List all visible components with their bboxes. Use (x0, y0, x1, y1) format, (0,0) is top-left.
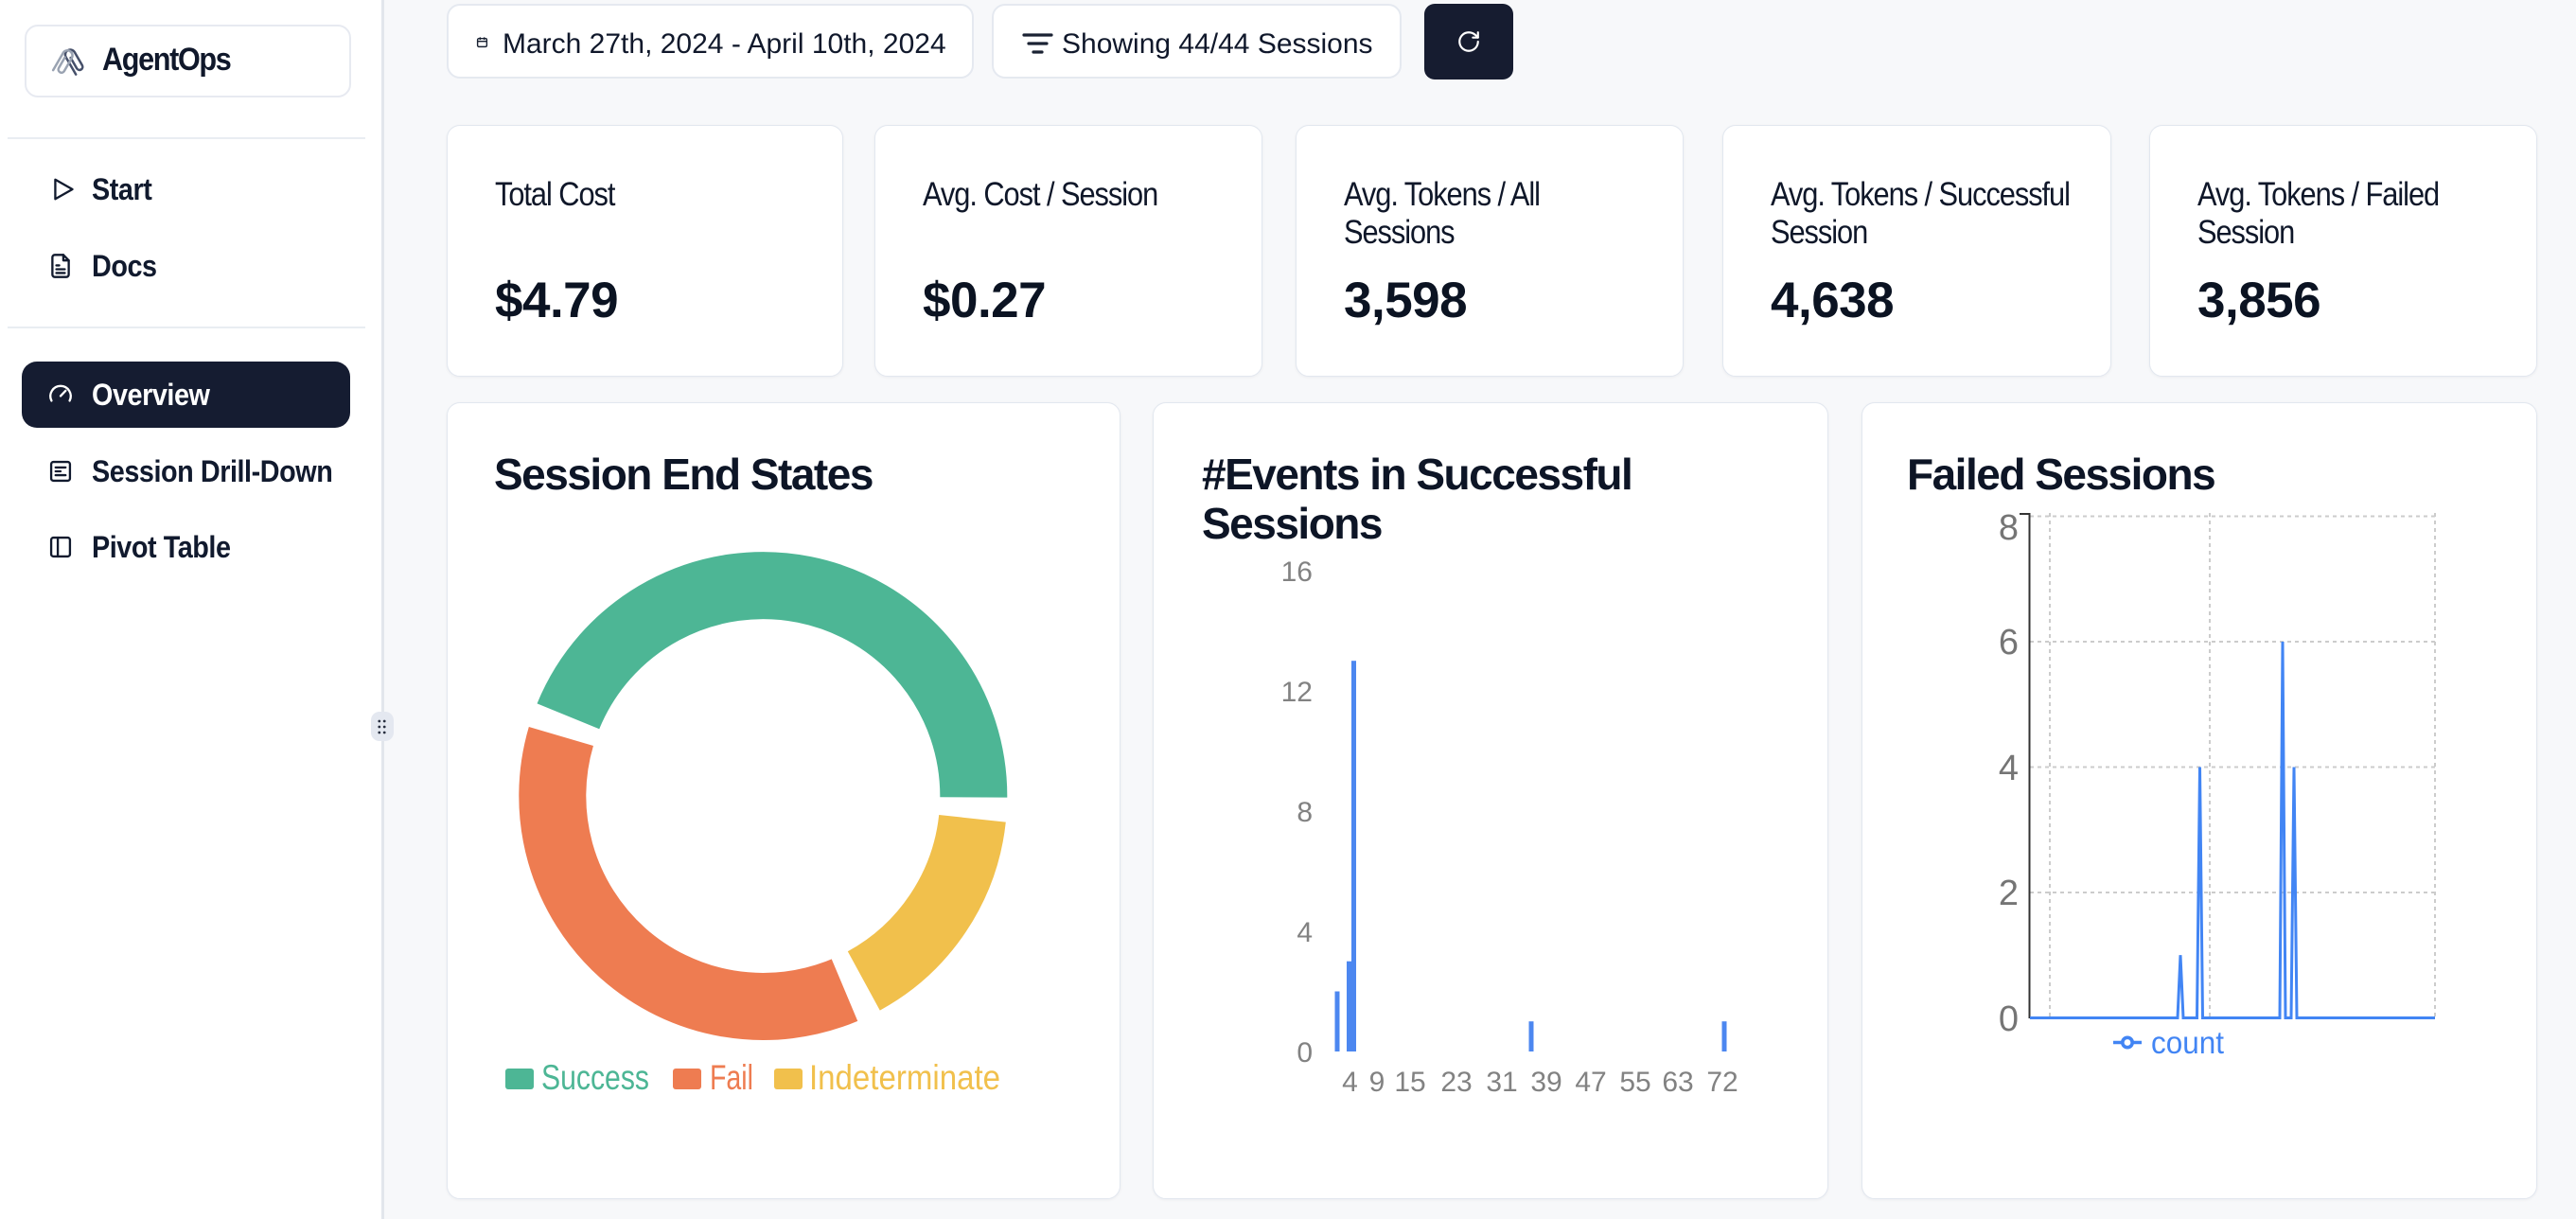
svg-text:31: 31 (1486, 1067, 1517, 1098)
svg-text:4: 4 (1999, 749, 2019, 788)
svg-text:2: 2 (1999, 874, 2019, 913)
svg-text:47: 47 (1575, 1067, 1606, 1098)
svg-text:8: 8 (1999, 508, 2019, 548)
svg-text:0: 0 (1297, 1037, 1313, 1069)
svg-text:72: 72 (1706, 1067, 1738, 1098)
svg-text:8: 8 (1297, 797, 1313, 828)
svg-text:Success: Success (541, 1058, 649, 1097)
svg-text:55: 55 (1619, 1067, 1650, 1098)
svg-text:15: 15 (1394, 1067, 1425, 1098)
svg-text:12: 12 (1281, 677, 1313, 708)
svg-text:6: 6 (1999, 623, 2019, 662)
svg-text:16: 16 (1281, 556, 1313, 588)
svg-text:Fail: Fail (710, 1058, 753, 1097)
svg-text:23: 23 (1440, 1067, 1472, 1098)
svg-text:count: count (2151, 1025, 2224, 1060)
svg-text:4: 4 (1297, 917, 1313, 948)
svg-text:4: 4 (1342, 1067, 1358, 1098)
svg-text:Indeterminate: Indeterminate (809, 1058, 1000, 1097)
svg-text:0: 0 (1999, 999, 2019, 1039)
svg-text:39: 39 (1530, 1067, 1561, 1098)
svg-text:63: 63 (1662, 1067, 1693, 1098)
svg-text:9: 9 (1369, 1067, 1385, 1098)
